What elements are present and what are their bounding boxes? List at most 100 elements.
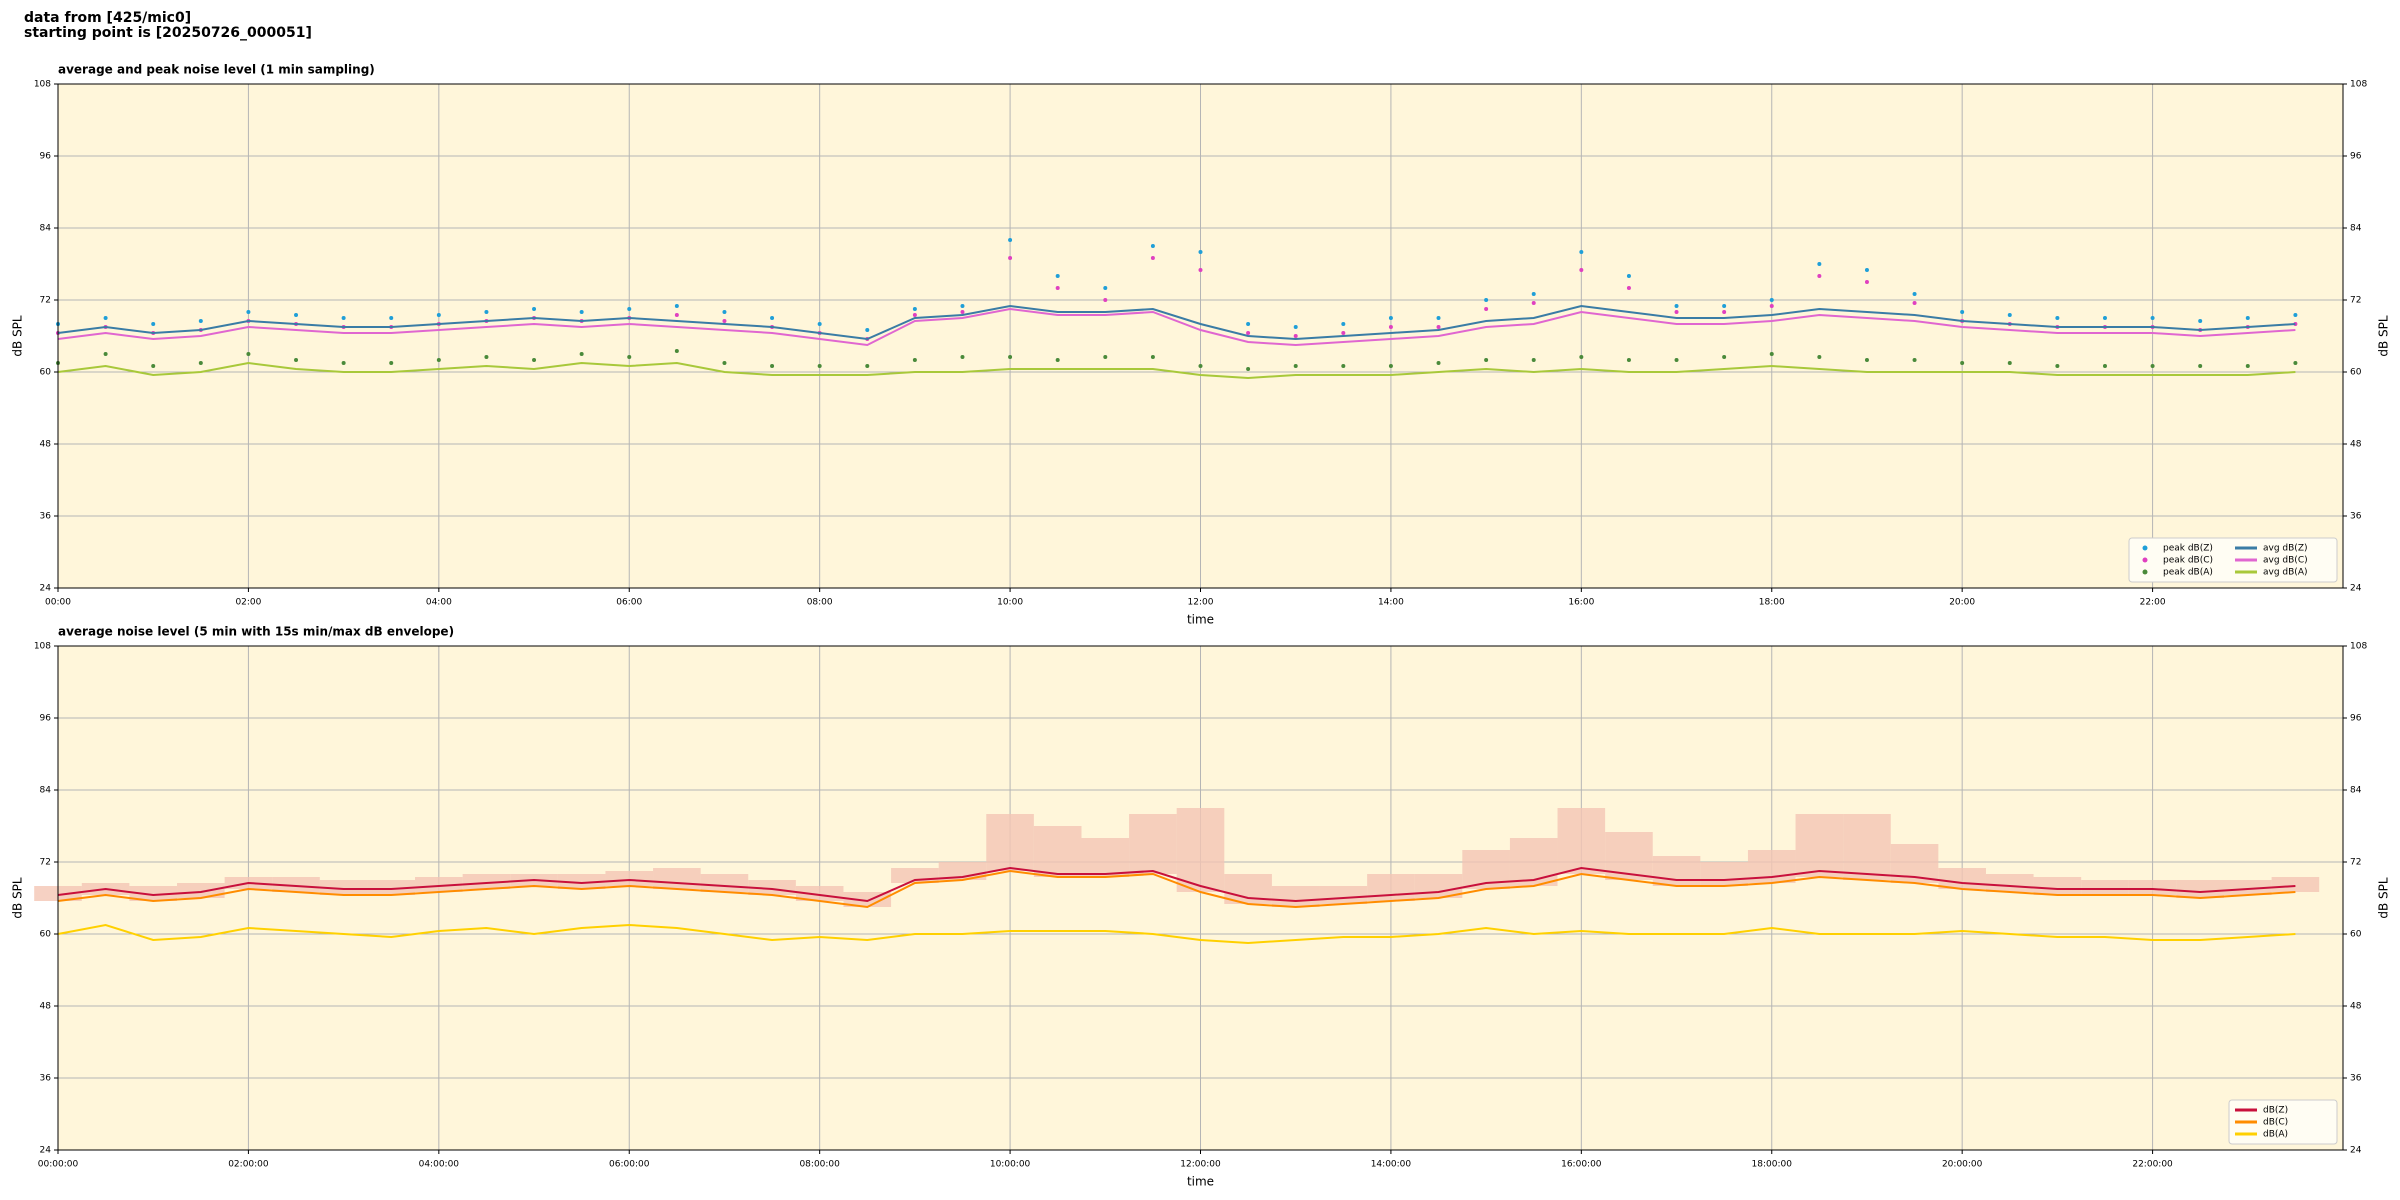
data-point	[1341, 331, 1346, 335]
data-point	[865, 328, 870, 332]
data-point	[2293, 313, 2298, 317]
data-point	[1436, 325, 1441, 329]
data-point	[389, 361, 394, 365]
series-line	[57, 361, 2296, 380]
data-point	[722, 319, 727, 323]
data-point	[1103, 286, 1108, 290]
legend-label: dB(A)	[2263, 1130, 2288, 1140]
legend-label: peak dB(C)	[2163, 556, 2213, 566]
legend-label: avg dB(Z)	[2263, 544, 2308, 554]
data-point	[1579, 268, 1584, 272]
data-point	[2198, 319, 2203, 323]
x-tick-label: 06:00	[616, 598, 642, 608]
y-tick-label: 72	[2350, 296, 2361, 306]
envelope-bar	[653, 868, 701, 889]
legend-label: avg dB(A)	[2263, 568, 2307, 578]
envelope-bar	[986, 814, 1034, 871]
data-point	[674, 304, 679, 308]
data-point	[579, 352, 584, 356]
data-point	[1960, 310, 1965, 314]
data-point	[1008, 355, 1013, 359]
series-line	[57, 869, 2296, 909]
data-point	[674, 349, 679, 353]
data-point	[1531, 301, 1536, 305]
data-point	[1864, 268, 1869, 272]
data-point	[2102, 316, 2107, 320]
y-tick-label: 96	[2350, 714, 2362, 724]
envelope-bar	[1700, 862, 1748, 886]
data-point	[1008, 238, 1013, 242]
x-tick-label: 00:00	[45, 598, 71, 608]
data-point	[1769, 304, 1774, 308]
data-point	[151, 364, 156, 368]
envelope-bar	[367, 880, 416, 895]
y-tick-label: 60	[2350, 930, 2362, 940]
x-tick-label: 18:00:00	[1752, 1160, 1793, 1170]
data-point	[2198, 364, 2203, 368]
subplot: average noise level (5 min with 15s min/…	[11, 625, 2391, 1189]
subplot: average and peak noise level (1 min samp…	[11, 63, 2391, 627]
data-point	[1388, 364, 1393, 368]
data-point	[1436, 361, 1441, 365]
y-tick-label: 24	[40, 584, 52, 594]
envelope-bar	[2081, 880, 2129, 895]
legend-label: peak dB(A)	[2163, 568, 2213, 578]
data-point	[1960, 361, 1965, 365]
data-point	[2055, 364, 2060, 368]
y-tick-label: 84	[40, 224, 52, 234]
legend-label: dB(Z)	[2263, 1106, 2288, 1116]
data-point	[865, 364, 870, 368]
data-point	[674, 313, 679, 317]
data-point	[1674, 358, 1679, 362]
x-tick-label: 14:00	[1378, 598, 1404, 608]
envelope-bar	[1938, 868, 1986, 889]
data-point	[960, 310, 965, 314]
data-point	[246, 352, 251, 356]
data-point	[1626, 358, 1631, 362]
data-point	[1246, 331, 1251, 335]
envelope-bar	[557, 874, 606, 889]
y-axis-label: dB SPL	[11, 315, 25, 357]
data-point	[912, 358, 917, 362]
y-tick-label: 48	[2350, 1002, 2362, 1012]
data-point	[294, 358, 299, 362]
envelope-bar	[1843, 814, 1891, 880]
envelope-bar	[605, 871, 654, 886]
envelope-bar	[1176, 808, 1225, 892]
data-point	[294, 313, 299, 317]
data-point	[1531, 292, 1536, 296]
x-tick-label: 18:00	[1759, 598, 1785, 608]
x-tick-label: 16:00:00	[1561, 1160, 1602, 1170]
y-tick-label: 96	[2350, 152, 2362, 162]
legend-label: peak dB(Z)	[2163, 544, 2213, 554]
data-point	[1246, 367, 1251, 371]
data-point	[1722, 310, 1727, 314]
data-point	[436, 313, 441, 317]
x-axis-label: time	[1187, 1175, 1214, 1189]
data-point	[1150, 256, 1155, 260]
x-tick-label: 10:00	[997, 598, 1023, 608]
x-tick-label: 20:00	[1949, 598, 1975, 608]
data-point	[484, 310, 489, 314]
x-tick-label: 08:00	[807, 598, 833, 608]
data-point	[198, 361, 203, 365]
data-point	[960, 355, 965, 359]
data-point	[1055, 358, 1060, 362]
y-tick-label: 48	[2350, 440, 2362, 450]
data-point	[1817, 274, 1822, 278]
legend-marker	[2142, 569, 2148, 575]
data-point	[1579, 250, 1584, 254]
data-point	[1246, 322, 1251, 326]
data-point	[1055, 286, 1060, 290]
data-point	[1198, 268, 1203, 272]
data-point	[1912, 292, 1917, 296]
envelope-bar	[700, 874, 749, 892]
envelope-bar	[1985, 874, 2034, 892]
data-point	[1055, 274, 1060, 278]
data-point	[1008, 256, 1013, 260]
y-axis-label: dB SPL	[11, 877, 25, 919]
data-point	[1912, 301, 1917, 305]
plot-frame	[57, 645, 2344, 1151]
y-tick-label: 72	[40, 858, 51, 868]
series-line	[57, 304, 2296, 341]
